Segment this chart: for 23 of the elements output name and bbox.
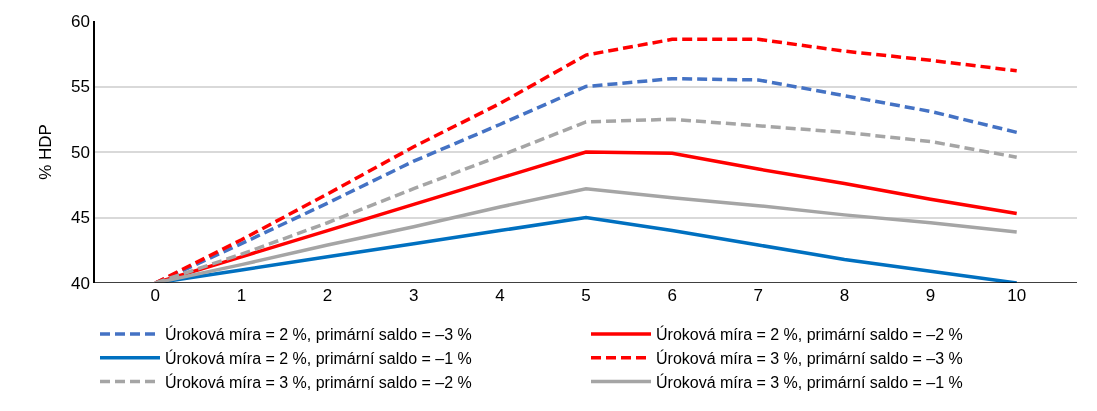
y-tick-label: 55 <box>70 77 90 97</box>
legend-label: Úroková míra = 3 %, primární saldo = –2 % <box>165 372 472 391</box>
legend-label: Úroková míra = 3 %, primární saldo = –3 % <box>656 349 963 367</box>
x-tick-label: 1 <box>236 286 247 305</box>
y-tick-label: 60 <box>70 11 90 31</box>
x-tick-label: 7 <box>753 286 764 305</box>
x-tick-label: 9 <box>925 286 936 305</box>
x-tick-label: 3 <box>408 286 419 305</box>
legend-label: Úroková míra = 2 %, primární saldo = –2 % <box>656 325 963 344</box>
x-tick-label: 4 <box>495 286 505 305</box>
legend-label: Úroková míra = 2 %, primární saldo = –3 % <box>165 325 472 344</box>
x-tick-label: 2 <box>322 286 333 305</box>
x-tick-label: 10 <box>1007 286 1027 305</box>
x-tick-label: 5 <box>581 286 591 305</box>
y-axis-title: % HDP <box>35 124 55 180</box>
x-tick-label: 8 <box>839 286 850 305</box>
y-tick-label: 45 <box>70 208 90 228</box>
legend-label: Úroková míra = 3 %, primární saldo = –1 % <box>656 372 963 391</box>
legend-label: Úroková míra = 2 %, primární saldo = –1 % <box>165 349 472 367</box>
y-tick-label: 40 <box>70 273 90 293</box>
x-tick-label: 0 <box>150 286 161 305</box>
y-tick-label: 50 <box>70 142 90 162</box>
x-tick-label: 6 <box>667 286 677 305</box>
